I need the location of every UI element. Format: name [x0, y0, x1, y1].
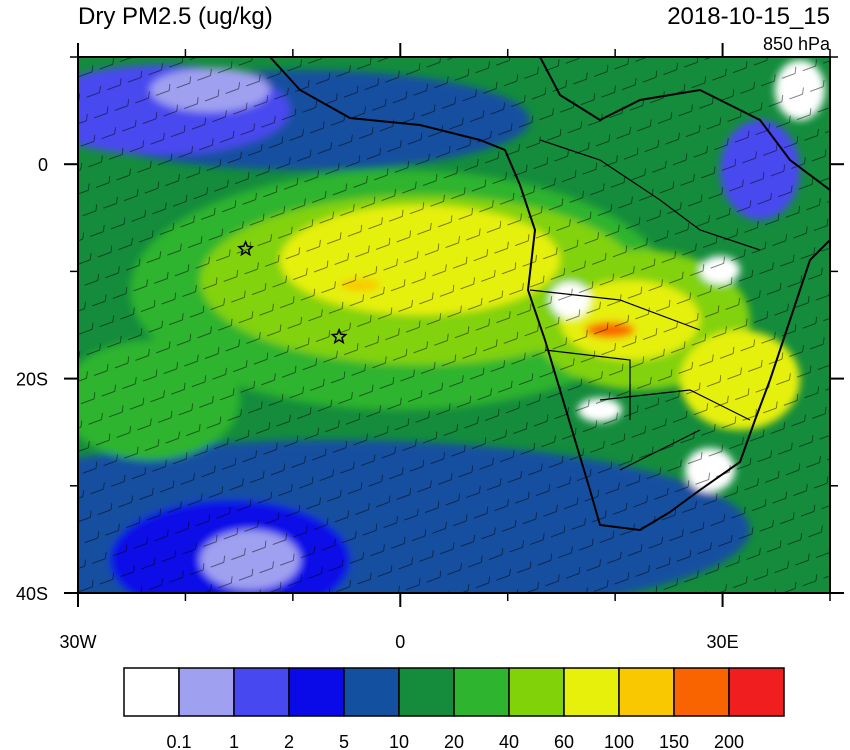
map-frame	[77, 56, 831, 594]
x-tick-label: 30E	[707, 632, 739, 652]
colorbar-swatch	[343, 667, 400, 717]
map-title: Dry PM2.5 (ug/kg)	[78, 3, 273, 30]
colorbar-label: 150	[659, 732, 689, 750]
colorbar-swatch	[398, 667, 455, 717]
valid-time: 2018-10-15_15	[667, 3, 830, 30]
colorbar-swatch	[288, 667, 345, 717]
colorbar-label: 0.1	[166, 732, 191, 750]
colorbar-swatch	[178, 667, 235, 717]
colorbar-label: 20	[444, 732, 464, 750]
y-tick-label: 40S	[16, 584, 48, 604]
colorbar-label: 40	[499, 732, 519, 750]
site-marker	[330, 327, 348, 345]
colorbar-label: 60	[554, 732, 574, 750]
colorbar-swatch	[453, 667, 510, 717]
colorbar-label: 5	[339, 732, 349, 750]
colorbar-label: 2	[284, 732, 294, 750]
y-tick-label: 20S	[16, 370, 48, 390]
x-tick-label: 30W	[59, 632, 96, 652]
colorbar-label: 10	[389, 732, 409, 750]
colorbar-swatch	[563, 667, 620, 717]
site-marker	[237, 239, 255, 257]
colorbar-swatch	[618, 667, 675, 717]
colorbar-swatch	[508, 667, 565, 717]
colorbar-label: 1	[229, 732, 239, 750]
y-tick-label: 0	[38, 155, 48, 175]
map-field	[78, 57, 830, 593]
pressure-level: 850 hPa	[763, 34, 831, 54]
colorbar-label: 100	[604, 732, 634, 750]
x-tick-label: 0	[395, 632, 405, 652]
colorbar-label: 200	[714, 732, 744, 750]
colorbar-swatch	[673, 667, 730, 717]
colorbar-swatch	[728, 667, 785, 717]
colorbar-swatch	[233, 667, 290, 717]
colorbar-swatch	[123, 667, 180, 717]
